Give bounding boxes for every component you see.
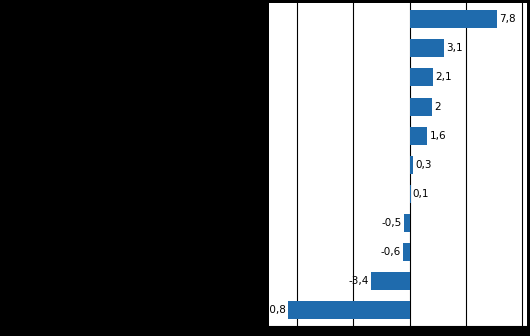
Text: 2,1: 2,1 — [435, 73, 452, 82]
Text: 7,8: 7,8 — [499, 14, 516, 24]
Bar — [404, 214, 410, 232]
Bar — [372, 272, 410, 290]
Text: -3,4: -3,4 — [349, 276, 369, 286]
Bar — [410, 156, 413, 174]
Text: 3,1: 3,1 — [446, 43, 463, 53]
Bar — [288, 301, 410, 319]
Text: -10,8: -10,8 — [259, 305, 286, 315]
Bar — [410, 127, 428, 144]
Text: 0,1: 0,1 — [413, 189, 429, 199]
Bar — [410, 69, 433, 86]
Text: -0,5: -0,5 — [382, 218, 402, 228]
Text: 2: 2 — [434, 101, 440, 112]
Bar — [410, 185, 411, 203]
Bar — [410, 97, 432, 116]
Text: -0,6: -0,6 — [381, 247, 401, 257]
Bar — [403, 243, 410, 261]
Text: 1,6: 1,6 — [429, 131, 446, 140]
Bar — [410, 39, 444, 57]
Bar — [410, 10, 497, 28]
Text: 0,3: 0,3 — [415, 160, 431, 170]
